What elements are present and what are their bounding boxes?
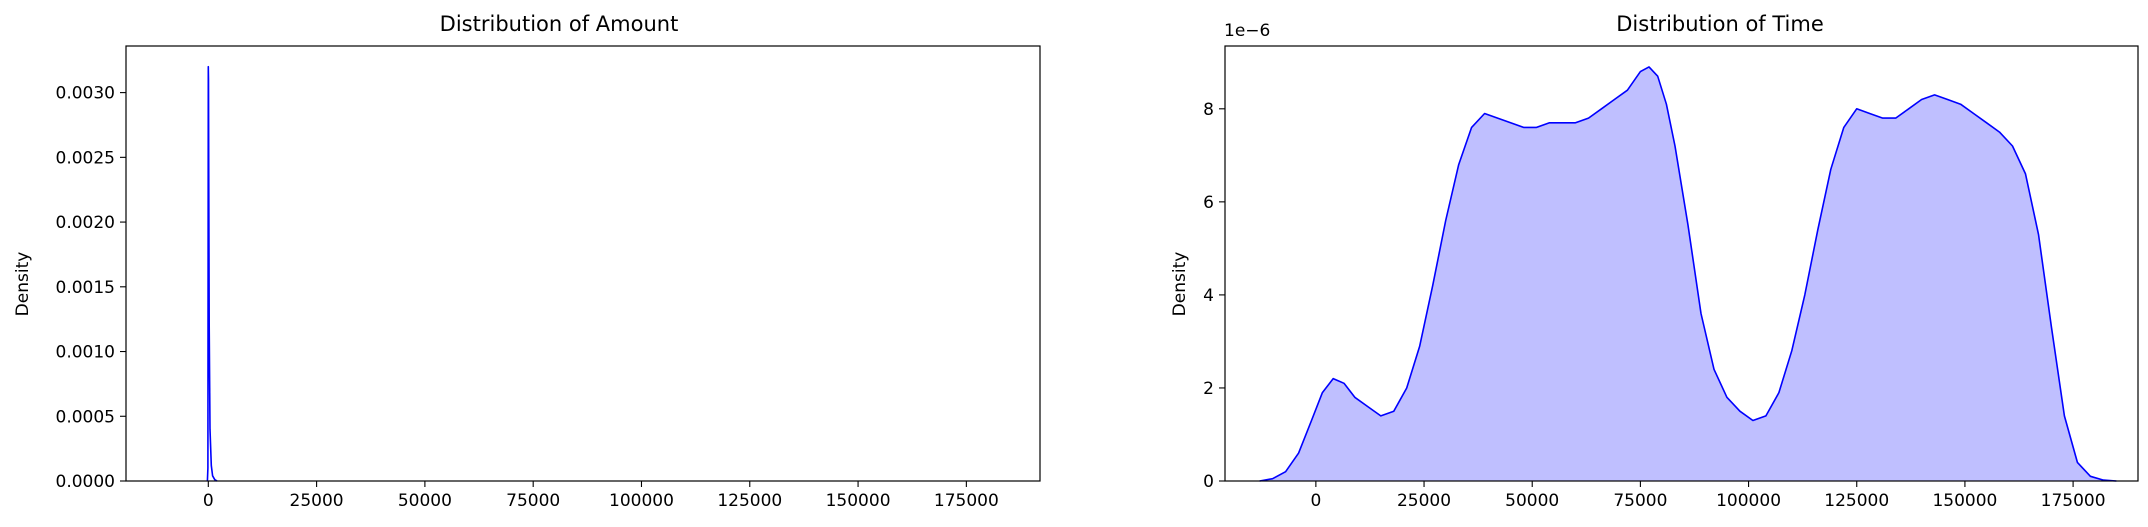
- amount-y-axis-label: Density: [13, 252, 33, 317]
- time-axes-frame: [1224, 45, 2139, 482]
- time-plot-area: 0 25000 50000 75000 100000 125000 150000 175000…: [1203, 45, 2139, 511]
- time-x-tick-label: 25000: [1397, 491, 1451, 511]
- time-density-fill: [1259, 66, 2117, 482]
- time-y-axis-label: Density: [1170, 252, 1190, 317]
- amount-x-tick-label: 50000: [398, 491, 452, 511]
- amount-axes-frame: [125, 45, 1041, 482]
- time-y-offset-label: 1e−6: [1224, 21, 1270, 41]
- time-density-line: [1259, 66, 2117, 482]
- time-x-tick-label: 125000: [1824, 491, 1889, 511]
- time-chart: Distribution of Time Density 1e−6 0 25000…: [1170, 12, 2139, 511]
- time-y-tick-label: 4: [1203, 286, 1214, 306]
- amount-y-tick-label: 0.0010: [56, 343, 115, 363]
- amount-x-tick-label: 75000: [506, 491, 560, 511]
- amount-chart-title: Distribution of Amount: [440, 12, 679, 36]
- time-x-tick-label: 150000: [1932, 491, 1997, 511]
- amount-y-tick-label: 0.0000: [56, 472, 115, 492]
- amount-x-tick-label: 175000: [934, 491, 999, 511]
- time-y-tick-label: 8: [1203, 100, 1214, 120]
- time-chart-title: Distribution of Time: [1616, 12, 1824, 36]
- amount-y-tick-label: 0.0015: [56, 278, 115, 298]
- amount-y-tick-label: 0.0030: [56, 84, 115, 104]
- amount-plot-area: 0 25000 50000 75000 100000 125000 150000 175000…: [56, 45, 1041, 511]
- time-x-tick-label: 0: [1310, 491, 1321, 511]
- amount-y-tick-label: 0.0025: [56, 148, 115, 168]
- time-x-tick-label: 75000: [1613, 491, 1667, 511]
- amount-x-tick-label: 25000: [290, 491, 344, 511]
- amount-x-tick-label: 100000: [609, 491, 674, 511]
- time-x-tick-label: 100000: [1716, 491, 1781, 511]
- amount-x-tick-label: 125000: [717, 491, 782, 511]
- amount-x-tick-label: 0: [203, 491, 214, 511]
- time-y-tick-label: 0: [1203, 472, 1214, 492]
- time-y-tick-label: 2: [1203, 379, 1214, 399]
- time-x-tick-label: 175000: [2041, 491, 2106, 511]
- amount-y-tick-label: 0.0005: [56, 407, 115, 427]
- amount-y-tick-label: 0.0020: [56, 213, 115, 233]
- amount-density-line: [206, 65, 218, 482]
- time-y-tick-label: 6: [1203, 193, 1214, 213]
- amount-x-tick-label: 150000: [826, 491, 891, 511]
- amount-chart: Distribution of Amount Density 0 25000 500…: [13, 12, 1041, 511]
- time-x-tick-label: 50000: [1505, 491, 1559, 511]
